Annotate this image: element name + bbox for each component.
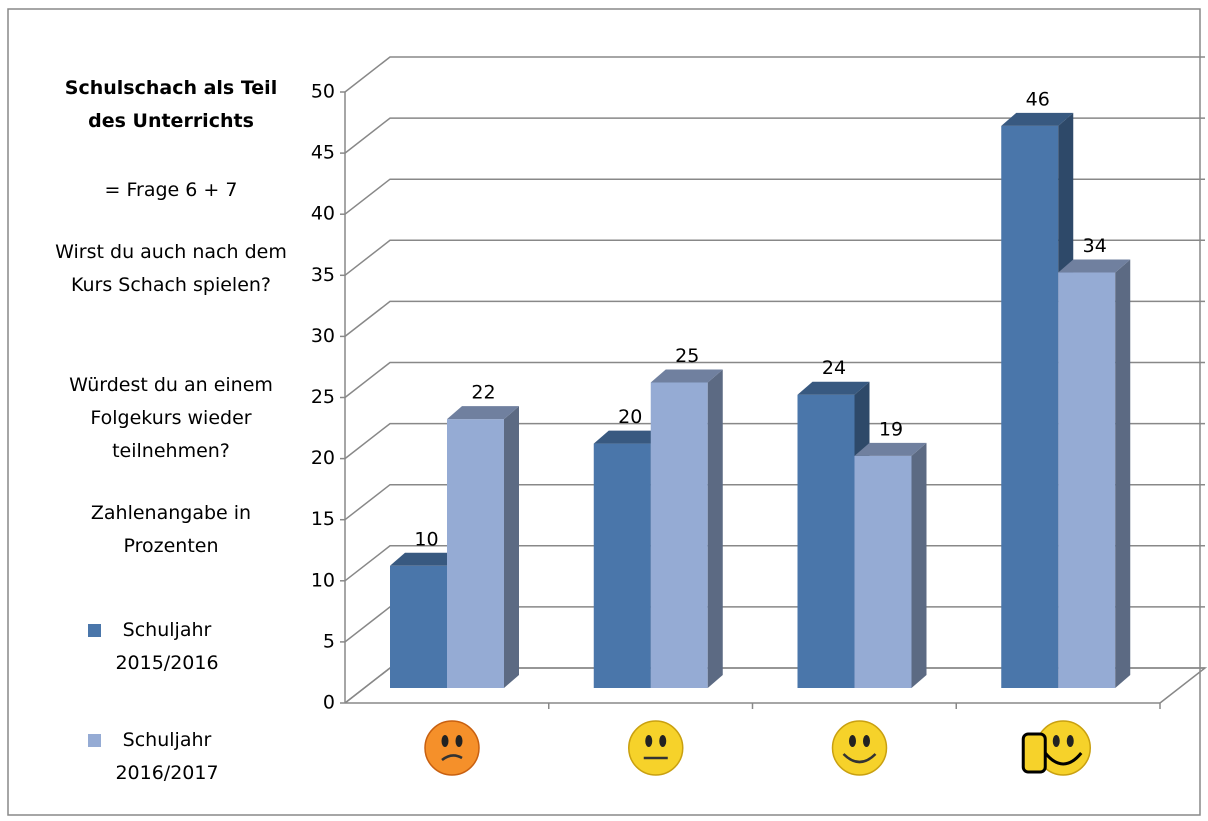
annotation: Würdest du an einem Folgekurs wieder tei… <box>69 374 273 462</box>
bar-front <box>390 565 447 688</box>
bar <box>593 430 666 688</box>
bar-front <box>650 382 708 688</box>
y-tick-label: 15 <box>311 508 335 530</box>
bar-top <box>1001 112 1074 126</box>
data-label: 20 <box>618 406 642 428</box>
category-icon-detail <box>863 735 870 747</box>
grid-line <box>344 483 1205 521</box>
bar-front <box>593 443 651 688</box>
data-label: 34 <box>1083 235 1107 257</box>
category-icon-detail <box>849 735 856 747</box>
legend-label: Schuljahr 2016/2017 <box>115 729 219 784</box>
grid-line <box>344 117 1205 154</box>
y-tick-label: 25 <box>311 386 335 408</box>
y-tick-label: 50 <box>311 81 335 103</box>
y-tick-label: 30 <box>311 325 335 347</box>
category-icon-detail <box>659 735 667 747</box>
y-tick-label: 20 <box>311 447 335 469</box>
grid-line <box>344 300 1205 337</box>
grid-line <box>344 56 1205 93</box>
bar <box>650 369 723 688</box>
category-icon-detail <box>842 753 877 764</box>
data-label: 25 <box>675 345 699 367</box>
bar-top <box>390 552 462 566</box>
data-label: 24 <box>822 357 846 379</box>
bar-side <box>707 369 723 688</box>
legend-swatch <box>88 734 101 747</box>
data-label: 10 <box>414 528 438 550</box>
grid-line <box>344 178 1205 215</box>
category-icon-detail <box>1021 732 1047 774</box>
y-tick-label: 5 <box>323 630 335 652</box>
bar-front <box>1058 272 1116 688</box>
bar-top <box>650 369 723 383</box>
legend-entry: Schuljahr 2015/2016 <box>88 614 238 680</box>
category-icon-detail <box>441 754 463 762</box>
category-icon <box>424 720 480 776</box>
bar-front <box>1001 125 1059 688</box>
legend-entry: Schuljahr 2016/2017 <box>88 724 238 790</box>
legend-label: Schuljahr 2015/2016 <box>115 619 219 674</box>
grid-line <box>344 422 1205 460</box>
bar <box>1058 259 1131 688</box>
bar-front <box>447 419 504 688</box>
grid-line <box>344 361 1205 399</box>
category-icon-detail <box>1044 752 1083 766</box>
category-icon-detail <box>441 735 449 747</box>
y-tick-label: 10 <box>311 569 335 591</box>
category-icon-detail <box>645 735 653 747</box>
chart-border <box>7 8 1201 816</box>
y-tick-label: 0 <box>323 692 335 714</box>
category-icon <box>628 720 684 776</box>
bar-top <box>447 406 519 420</box>
category-icon-detail <box>1052 735 1060 747</box>
grid-line <box>344 239 1205 276</box>
bar <box>854 442 927 688</box>
bar-top <box>854 442 927 456</box>
category-icon-detail <box>455 735 463 747</box>
bar-top <box>797 381 870 395</box>
annotation: = Frage 6 + 7 <box>104 179 238 201</box>
data-label: 19 <box>879 418 903 440</box>
bar <box>447 406 519 688</box>
grid-line <box>344 545 1205 582</box>
category-icon <box>831 720 888 776</box>
bar-side <box>1115 259 1131 688</box>
bar-side <box>504 406 519 688</box>
annotation: Wirst du auch nach dem Kurs Schach spiel… <box>55 241 287 296</box>
annotation: Zahlenangabe in Prozenten <box>90 502 252 557</box>
bar-front <box>854 455 912 688</box>
category-icon-detail <box>1066 735 1074 747</box>
bar-top <box>1058 259 1131 273</box>
data-label: 22 <box>471 382 495 404</box>
y-tick-label: 35 <box>311 264 335 286</box>
data-label: 46 <box>1026 88 1050 110</box>
y-tick-label: 45 <box>311 142 335 164</box>
chart-title: Schulschach als Teil des Unterrichts <box>64 77 278 132</box>
bar-side <box>911 442 927 688</box>
bar-top <box>593 430 666 444</box>
y-tick-label: 40 <box>311 203 335 225</box>
legend-swatch <box>88 624 101 637</box>
bar-front <box>797 394 855 688</box>
